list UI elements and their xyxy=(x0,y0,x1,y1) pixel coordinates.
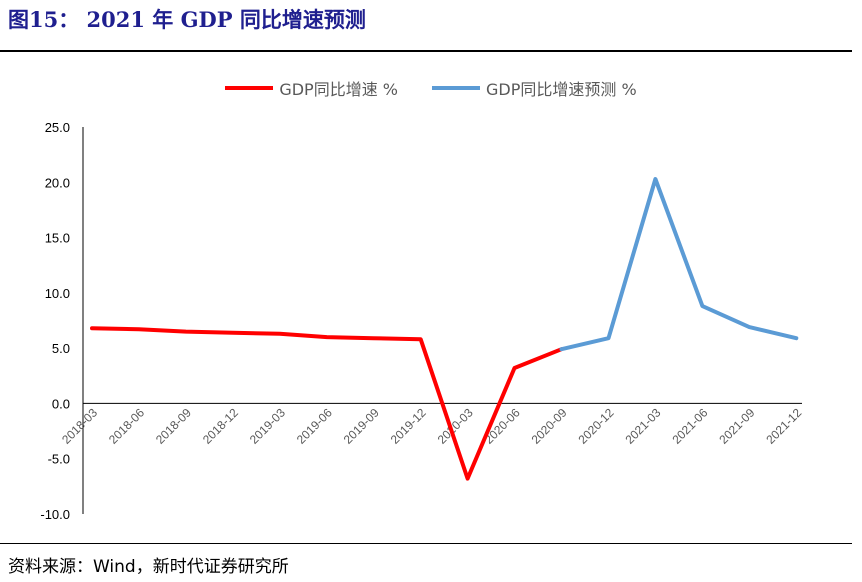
x-tick-label: 2018-06 xyxy=(106,405,147,446)
x-tick-label: 2021-03 xyxy=(622,405,663,446)
top-divider xyxy=(0,50,852,52)
legend-label-forecast: GDP同比增速预测 % xyxy=(486,80,637,99)
source-note: 资料来源：Wind，新时代证券研究所 xyxy=(8,557,289,577)
legend-swatch-actual xyxy=(225,86,274,90)
figure-title: 图15： 2021 年 GDP 同比增速预测 xyxy=(8,7,366,32)
x-tick-label: 2018-03 xyxy=(59,405,100,446)
y-tick-label: 20.0 xyxy=(45,175,70,190)
bottom-divider xyxy=(0,543,852,544)
legend-item-forecast: GDP同比增速预测 % xyxy=(432,76,637,100)
x-tick-label: 2019-03 xyxy=(247,405,288,446)
x-tick-label: 2021-09 xyxy=(716,405,757,446)
y-tick-label: -5.0 xyxy=(48,452,70,467)
x-tick-label: 2018-12 xyxy=(200,405,241,446)
y-tick-label: 0.0 xyxy=(52,396,70,411)
series-line-actual xyxy=(90,326,564,481)
x-tick-label: 2020-12 xyxy=(576,405,617,446)
legend-swatch-forecast xyxy=(432,86,480,90)
chart-legend: GDP同比增速 % GDP同比增速预测 % xyxy=(0,76,862,100)
y-tick-label: -10.0 xyxy=(40,507,70,522)
legend-label-actual: GDP同比增速 % xyxy=(279,80,398,99)
x-tick-label: 2019-09 xyxy=(341,405,382,446)
y-tick-label: 25.0 xyxy=(45,120,70,135)
x-tick-label: 2021-12 xyxy=(763,405,804,446)
series-line-forecast xyxy=(559,177,799,352)
x-tick-label: 2019-12 xyxy=(388,405,429,446)
y-tick-label: 10.0 xyxy=(45,286,70,301)
y-tick-label: 15.0 xyxy=(45,231,70,246)
x-tick-label: 2020-09 xyxy=(529,405,570,446)
x-tick-label: 2019-06 xyxy=(294,405,335,446)
legend-item-actual: GDP同比增速 % xyxy=(225,76,398,100)
y-tick-label: 5.0 xyxy=(52,341,70,356)
x-tick-label: 2021-06 xyxy=(669,405,710,446)
x-tick-label: 2018-09 xyxy=(153,405,194,446)
